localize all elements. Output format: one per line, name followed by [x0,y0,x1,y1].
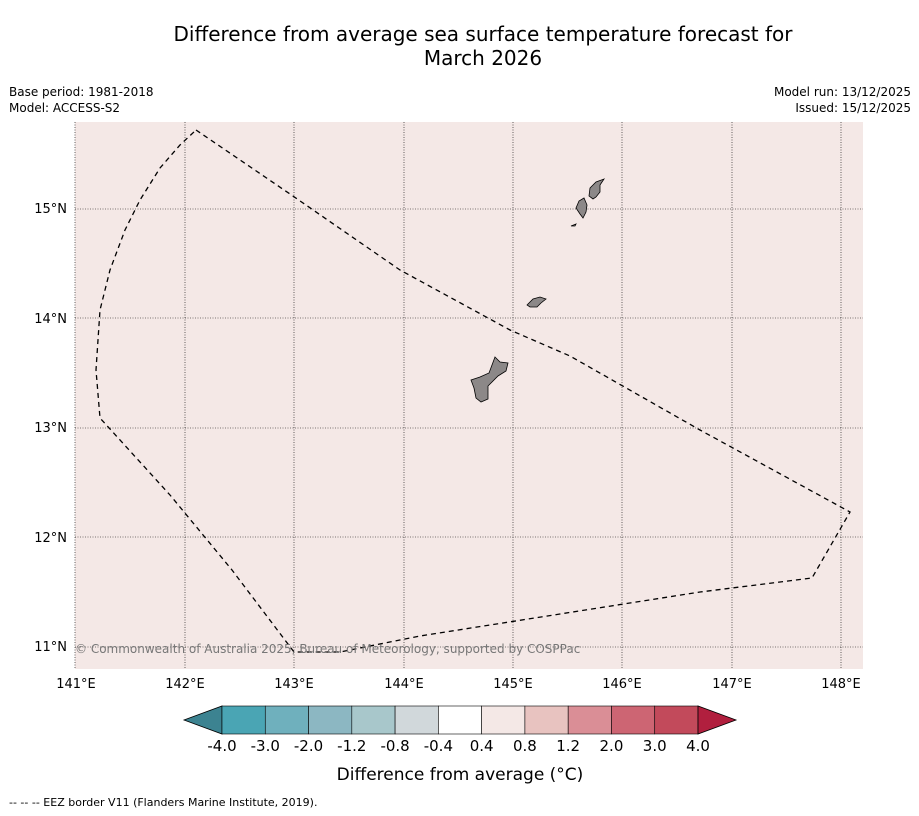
copyright-notice: © Commonwealth of Australia 2025, Bureau… [75,642,580,656]
eez-border [95,129,851,653]
meta-left: Base period: 1981-2018 Model: ACCESS-S2 [9,84,154,116]
island-tinian [575,197,588,219]
colorbar-swatch [351,705,396,735]
colorbar-tick-label: 2.0 [600,737,624,755]
lon-label: 145°E [493,677,533,692]
colorbar-swatch [438,705,482,735]
meta-right: Model run: 13/12/2025 Issued: 15/12/2025 [774,84,911,116]
lat-label: 12°N [34,531,67,546]
colorbar-swatch [221,705,266,735]
lon-label: 141°E [56,677,96,692]
colorbar-tick-label: -1.2 [337,737,366,755]
colorbar-tick-label: -3.0 [251,737,280,755]
lat-label: 14°N [34,312,67,327]
lon-label: 148°E [821,677,861,692]
colorbar-swatch [567,705,612,735]
lon-label: 144°E [384,677,424,692]
colorbar-tick-label: 1.2 [556,737,580,755]
colorbar-extend-high [697,705,738,735]
base-period: Base period: 1981-2018 [9,85,154,99]
lat-label: 15°N [34,202,67,217]
eez-legend: -- -- -- EEZ border V11 (Flanders Marine… [9,796,318,809]
colorbar-tick-label: 3.0 [643,737,667,755]
colorbar-tick-label: -0.4 [424,737,453,755]
colorbar-title: Difference from average (°C) [337,765,584,785]
colorbar-extend-low [182,705,223,735]
colorbar-swatch [654,705,699,735]
lon-label: 142°E [165,677,205,692]
lat-label: 11°N [34,640,67,655]
colorbar-ticks: -4.0 -3.0 -2.0 -1.2 -0.8 -0.4 0.4 0.8 1.2 2.0 3.0 4… [207,737,710,755]
island-guam [470,356,509,403]
islands [470,178,606,403]
model-run: Model run: 13/12/2025 [773,85,911,99]
colorbar-swatch [308,705,353,735]
colorbar-tick-label: -2.0 [294,737,323,755]
issued-date: Issued: 15/12/2025 [795,101,911,115]
colorbar-swatch [264,705,309,735]
island-rota [526,296,547,308]
map-ocean [75,122,863,669]
colorbar-swatch [611,705,656,735]
lon-label: 146°E [602,677,642,692]
latitude-labels: 15°N 14°N 13°N 12°N 11°N [34,202,67,655]
colorbar-tick-label: -0.8 [380,737,409,755]
colorbar-tick-label: 0.4 [470,737,494,755]
colorbar-swatch [524,705,569,735]
colorbar-swatch [481,705,526,735]
colorbar-tick-label: 0.8 [513,737,537,755]
lon-label: 143°E [274,677,314,692]
title-line-1: Difference from average sea surface temp… [173,22,793,46]
colorbar-swatch [394,705,439,735]
colorbar [182,705,738,735]
colorbar-tick-label: -4.0 [207,737,236,755]
colorbar-tick-label: 4.0 [686,737,710,755]
model-name: Model: ACCESS-S2 [9,101,121,115]
island-saipan [588,178,606,200]
title-line-2: March 2026 [423,46,543,70]
chart-title: Difference from average sea surface temp… [0,22,919,70]
island-aguijan [570,223,577,227]
lon-label: 147°E [712,677,752,692]
longitude-labels: 141°E 142°E 143°E 144°E 145°E 146°E 147°… [56,677,861,692]
gridlines [74,122,863,669]
lat-label: 13°N [34,421,67,436]
